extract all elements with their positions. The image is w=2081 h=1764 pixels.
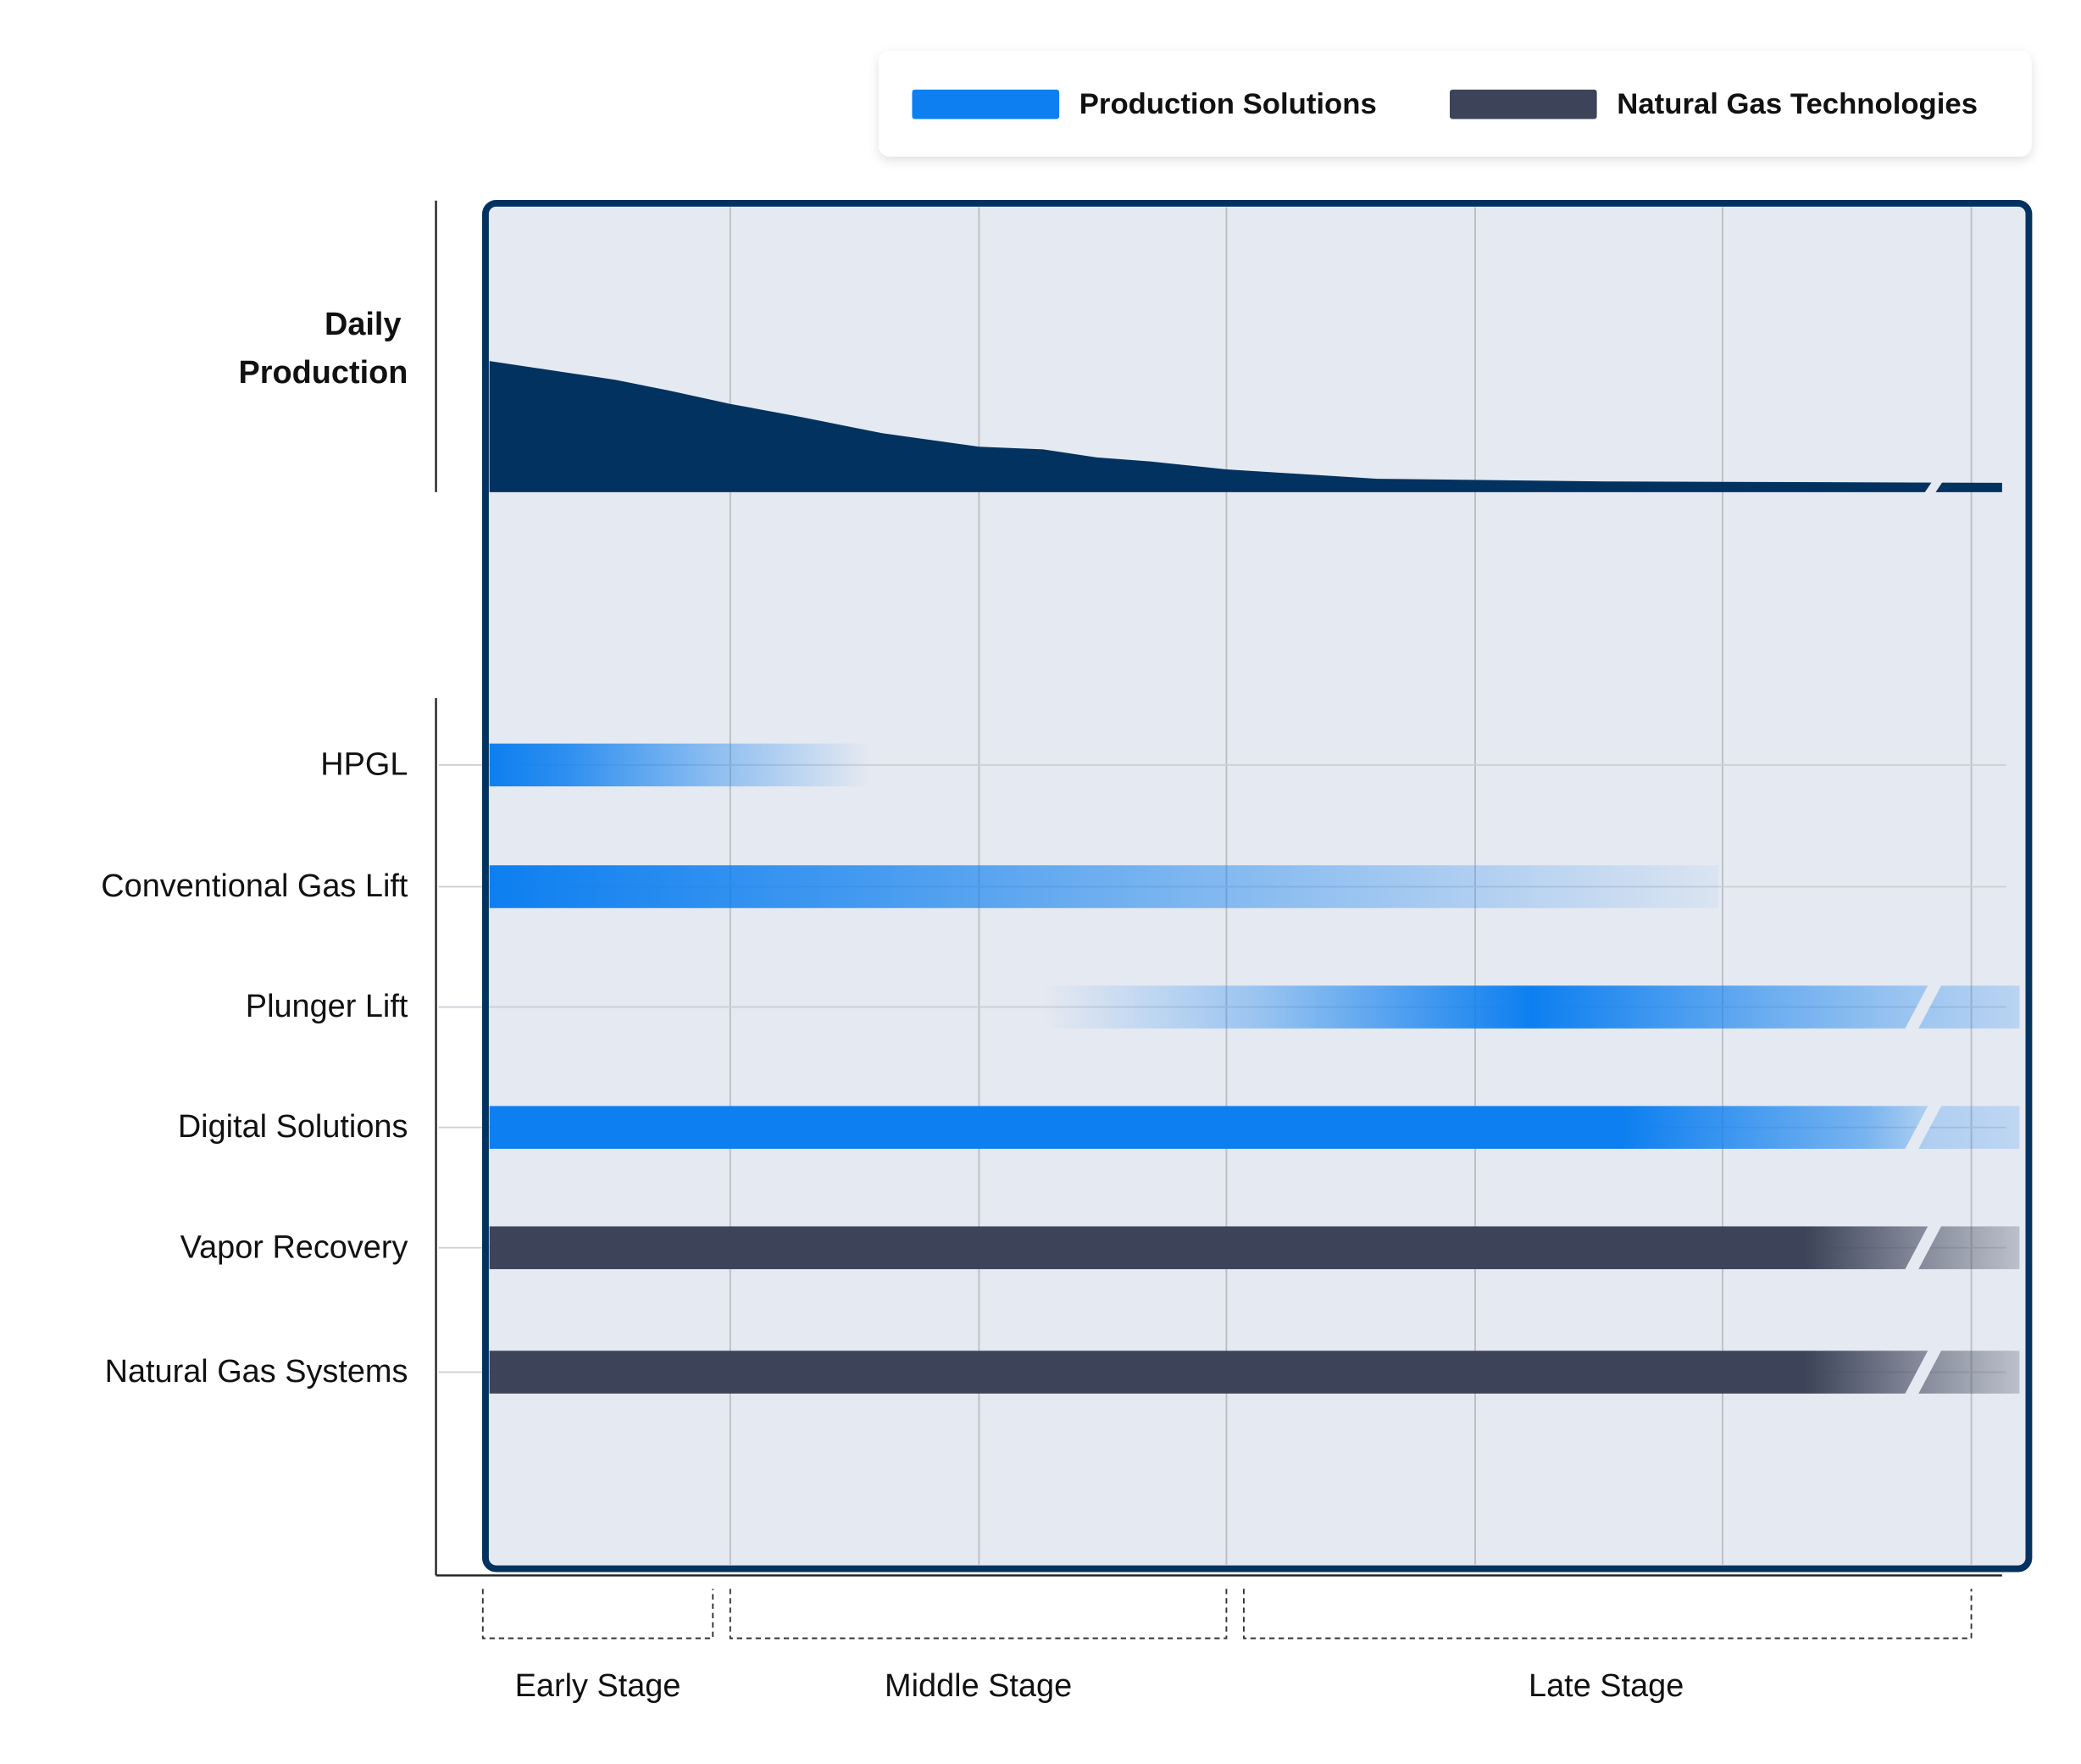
plot-frame: [482, 199, 2033, 1573]
stage-label: Late Stage: [1529, 1668, 1684, 1704]
stage-bracket: [1242, 1589, 1973, 1639]
break-mark: [1904, 1104, 1942, 1151]
production-curve: [489, 361, 2002, 492]
break-mark: [1904, 1224, 1942, 1271]
break-mark: [1904, 1349, 1942, 1395]
row-bar: [489, 1226, 2020, 1269]
stage-label: Middle Stage: [885, 1668, 1072, 1704]
row-label: HPGL: [320, 746, 408, 782]
row-bar: [1043, 985, 2020, 1029]
stage-bracket: [481, 1589, 714, 1639]
bars: HPGL Conventional Gas Lift Plunger Lift Dig…: [101, 743, 2020, 1395]
row-bar: [489, 1351, 2020, 1394]
row-bar: [489, 743, 869, 787]
legend-swatch: [1449, 89, 1597, 119]
legend: Production Solutions Natural Gas Technolo…: [912, 88, 1978, 120]
production-label: Daily: [325, 307, 402, 342]
stage-bracket: [729, 1589, 1228, 1639]
row-label: Digital Solutions: [178, 1109, 408, 1145]
row-label: Natural Gas Systems: [105, 1354, 408, 1390]
legend-swatch: [912, 89, 1060, 119]
break-mark: [1923, 479, 1945, 496]
row-bar: [489, 865, 1719, 908]
row-label: Conventional Gas Lift: [101, 868, 408, 904]
legend-label: Natural Gas Technologies: [1617, 88, 1978, 120]
stage-label: Early Stage: [515, 1668, 681, 1704]
break-mark: [1904, 984, 1942, 1030]
production-label: Production: [239, 355, 408, 391]
row-bar: [489, 1106, 2020, 1149]
legend-label: Production Solutions: [1079, 88, 1377, 120]
stages: Early Stage Middle Stage Late Stage: [481, 1589, 1973, 1704]
row-label: Vapor Recovery: [180, 1229, 408, 1265]
row-label: Plunger Lift: [246, 989, 408, 1024]
